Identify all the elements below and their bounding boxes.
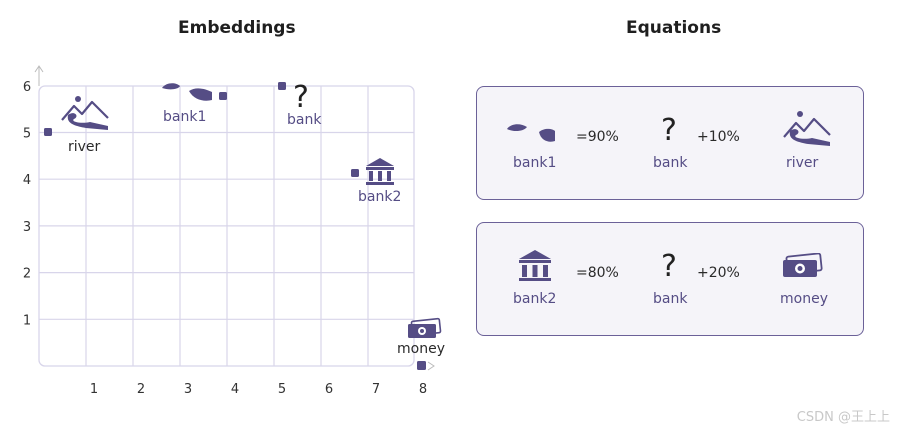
y-tick-label: 1: [23, 313, 31, 328]
x-tick-label: 2: [137, 382, 145, 397]
money-point-marker: [417, 361, 426, 370]
money-point-label: money: [397, 341, 445, 357]
eq1-right-label: river: [786, 155, 819, 171]
equation-box-bank2: bank2 =80% ? bank +20% money: [476, 222, 864, 336]
x-tick-label: 8: [419, 382, 427, 397]
bank2-point-marker: [351, 169, 359, 177]
river-point-label: river: [68, 139, 101, 155]
equation-box-bank1: bank1 =90% ? bank +10% river: [476, 86, 864, 200]
x-tick-labels: 1 2 3 4 5 6 7 8: [90, 382, 427, 397]
embeddings-heading: Embeddings: [178, 18, 296, 38]
eq2-percent-2: +20%: [697, 265, 740, 281]
y-tick-labels: 1 2 3 4 5 6: [23, 80, 31, 328]
y-tick-label: 5: [23, 127, 31, 142]
bank2-point-label: bank2: [358, 189, 401, 205]
bank1-blob-icon-2: [189, 88, 212, 101]
question-mark-icon: ?: [661, 113, 677, 148]
x-tick-label: 3: [184, 382, 192, 397]
question-mark-icon: ?: [293, 80, 309, 115]
question-mark-icon: ?: [661, 249, 677, 284]
bank1-blob-icon: [162, 83, 180, 90]
eq2-mid-label: bank: [653, 291, 688, 307]
y-tick-label: 4: [23, 173, 31, 188]
y-tick-label: 2: [23, 267, 31, 282]
bank-point-label: bank: [287, 112, 322, 128]
river-point-marker: [44, 128, 52, 136]
money-icon: [408, 317, 442, 338]
x-tick-label: 1: [90, 382, 98, 397]
x-tick-label: 4: [231, 382, 239, 397]
x-tick-label: 6: [325, 382, 333, 397]
money-icon: [783, 253, 823, 277]
embeddings-plot: 1 2 3 4 5 6 7 8 1 2 3 4 5 6 river bank1 ? bank bank2…: [23, 65, 445, 397]
eq1-mid-label: bank: [653, 155, 688, 171]
plot-grid: [39, 86, 414, 366]
y-tick-label: 3: [23, 220, 31, 235]
eq2-right-label: money: [780, 291, 828, 307]
bank1-blob-icon: [507, 124, 555, 142]
river-icon: [783, 111, 831, 146]
eq2-left-label: bank2: [513, 291, 557, 307]
bank1-point-marker: [219, 92, 227, 100]
bank-building-icon: [366, 158, 394, 185]
eq2-percent-1: =80%: [576, 265, 619, 281]
y-tick-label: 6: [23, 80, 31, 95]
eq1-percent-2: +10%: [697, 129, 740, 145]
bank1-point-label: bank1: [163, 109, 206, 125]
river-icon: [61, 96, 109, 130]
bank-building-icon: [519, 250, 551, 281]
x-tick-label: 5: [278, 382, 286, 397]
equations-heading: Equations: [626, 18, 722, 38]
watermark: CSDN @王上上: [796, 410, 890, 425]
eq1-left-label: bank1: [513, 155, 557, 171]
x-axis-arrow-icon: [427, 361, 435, 371]
x-tick-label: 7: [372, 382, 380, 397]
eq1-percent-1: =90%: [576, 129, 619, 145]
bank-point-marker: [278, 82, 286, 90]
